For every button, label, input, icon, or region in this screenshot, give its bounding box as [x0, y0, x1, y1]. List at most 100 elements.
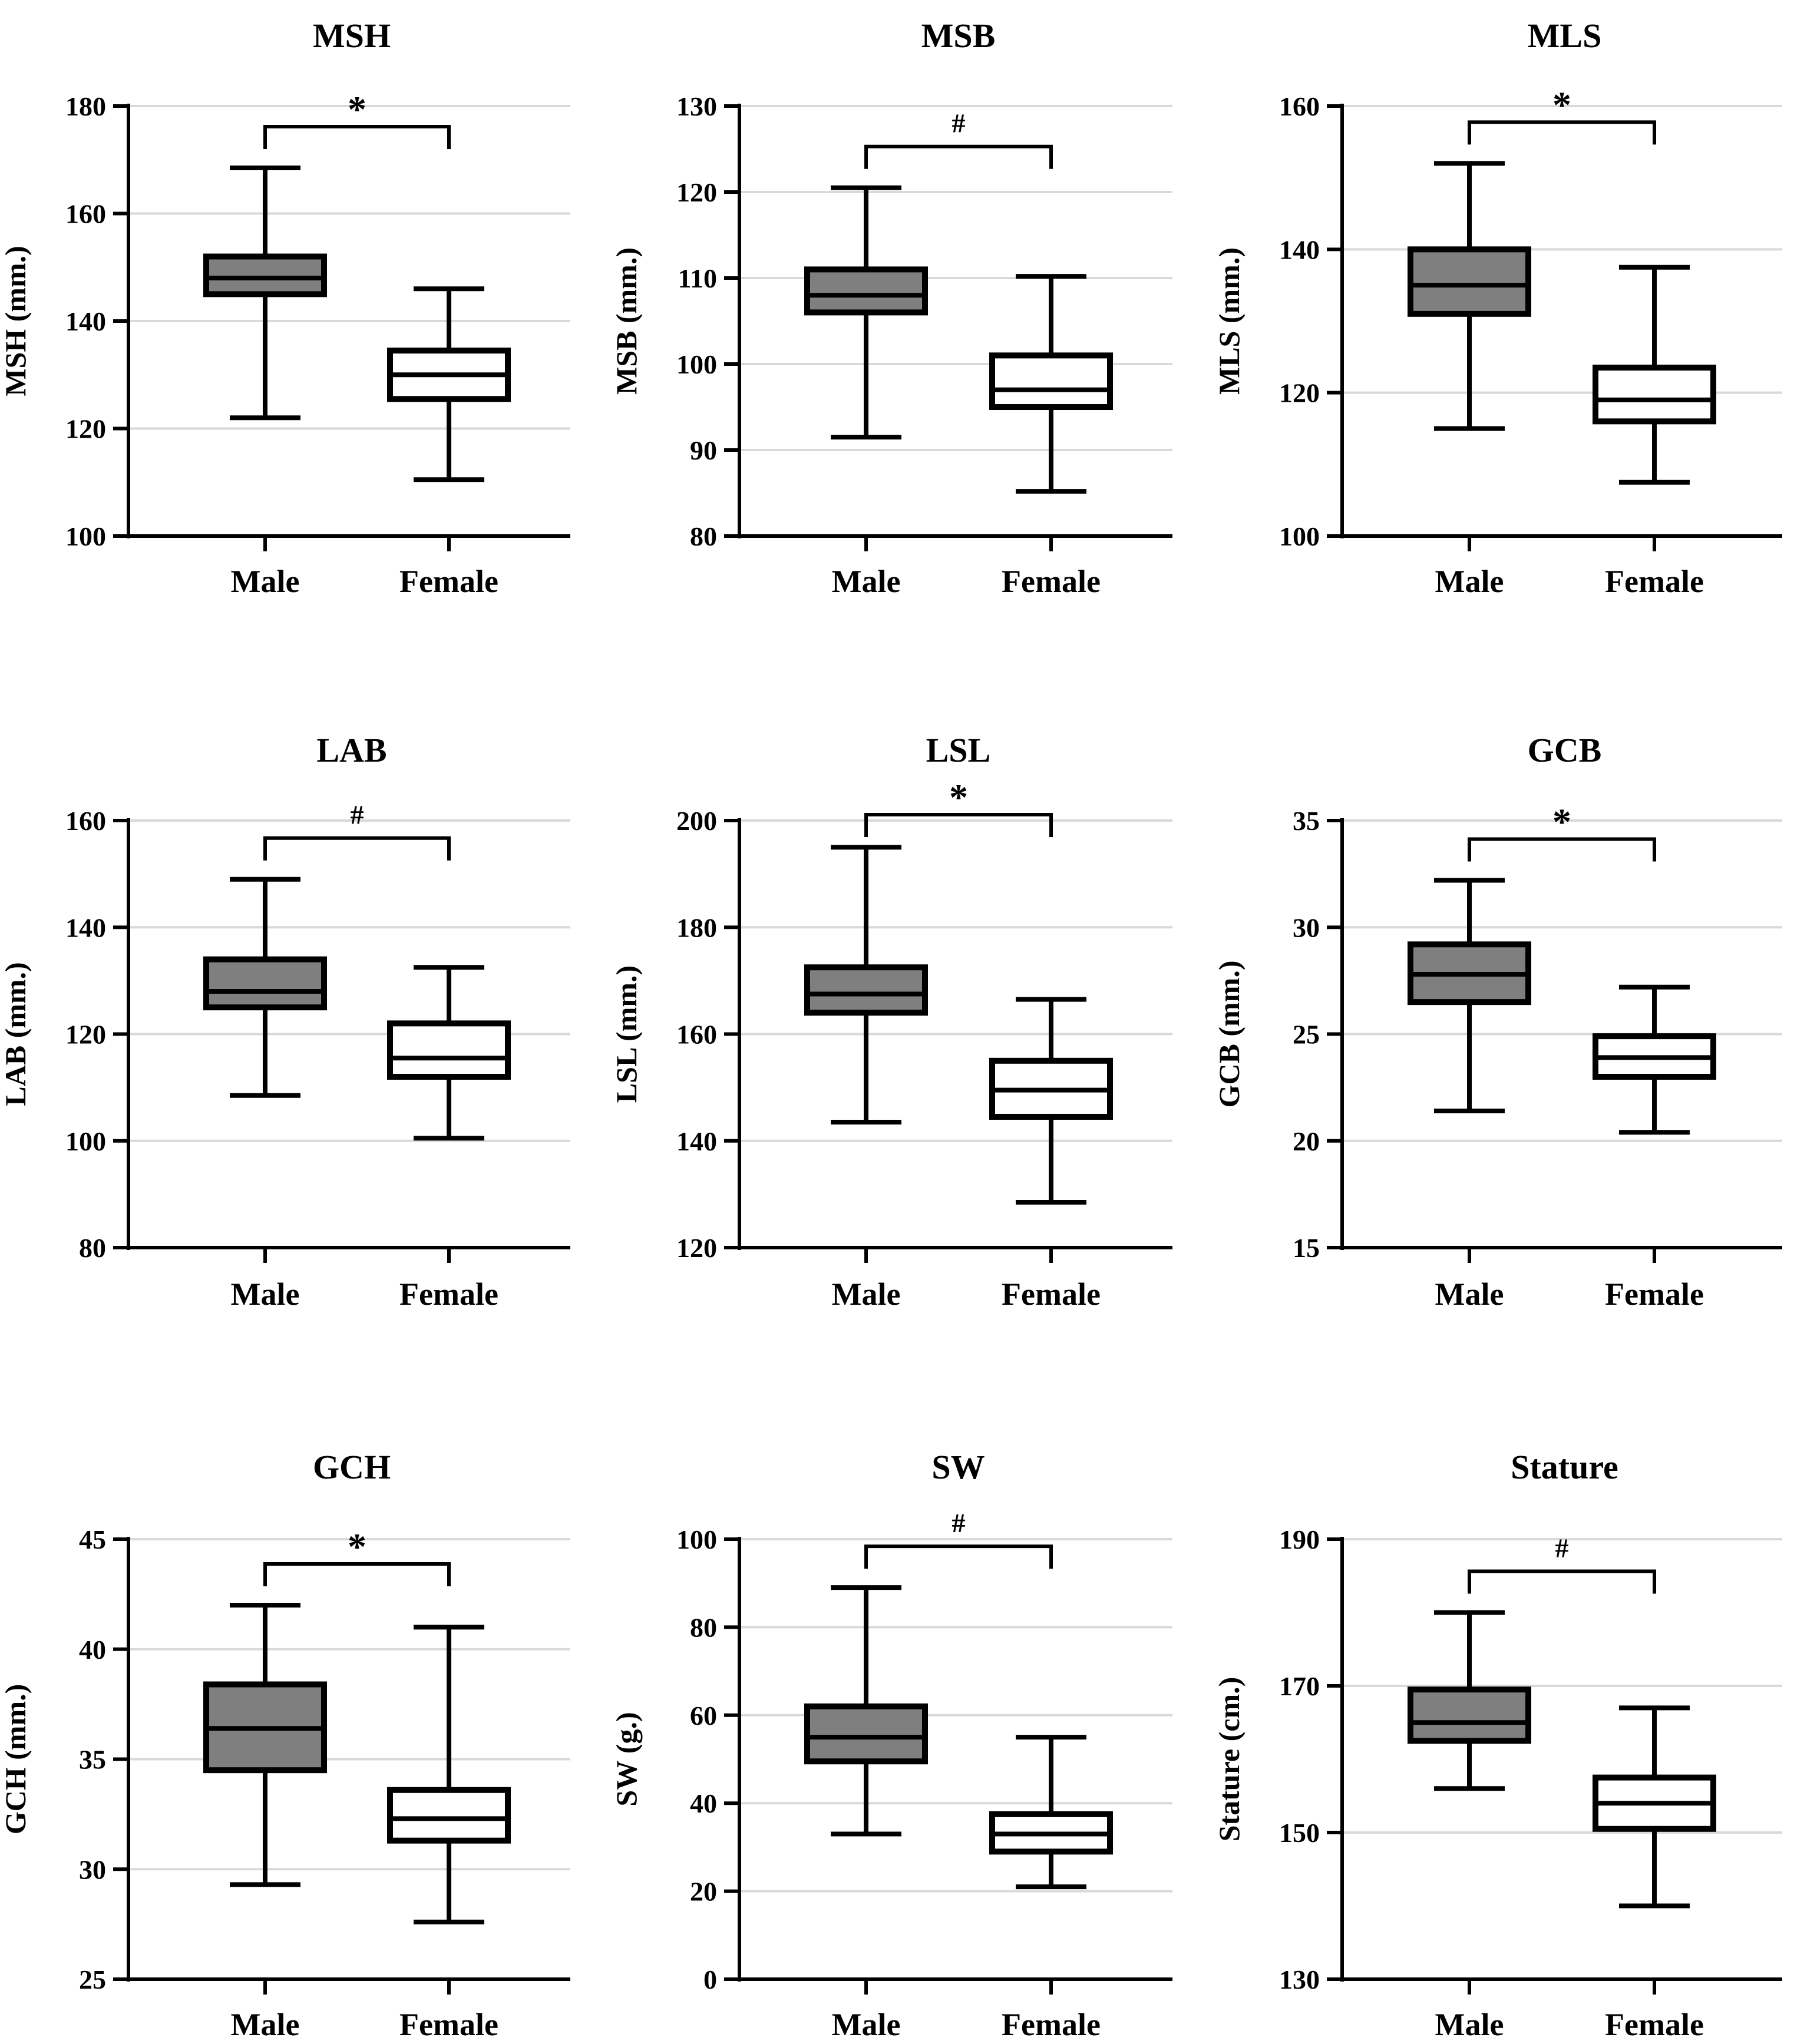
significance-bracket [263, 836, 451, 861]
boxplot-panel-msb: 80 90 100 110 120 130 Male Female MSB MSB (mm.) # [610, 16, 1172, 599]
boxplot-panel-lab: 80 100 120 140 160 Male Female LAB LAB (mm.) # [0, 731, 570, 1312]
boxplot-panel-mls: 100 120 140 160 Male Female MLS MLS (mm.) * [1213, 16, 1782, 599]
significance-bracket [864, 1544, 1053, 1569]
box-male [203, 165, 327, 421]
y-tick-label: 170 [1279, 1671, 1320, 1701]
y-tick-label: 35 [79, 1745, 106, 1775]
significance-marker: * [949, 776, 968, 818]
x-tick-label-female: Female [1002, 2007, 1101, 2042]
y-tick-label: 0 [703, 1964, 717, 1995]
boxplot-panel-gch: 25 30 35 40 45 Male Female GCH GCH (mm.) * [0, 1448, 570, 2042]
y-tick-label: 160 [1279, 91, 1320, 121]
significance-marker: # [351, 800, 364, 830]
x-tick-label-male: Male [231, 564, 300, 599]
significance-bracket [864, 813, 1053, 837]
significance-bracket [263, 1562, 451, 1587]
y-tick-label: 80 [79, 1233, 106, 1263]
iqr-box [203, 253, 327, 297]
y-tick-label: 120 [676, 1233, 717, 1263]
significance-marker: * [1552, 801, 1571, 843]
x-tick-label-female: Female [1605, 2007, 1704, 2042]
y-tick-label: 110 [678, 263, 717, 293]
iqr-box [804, 266, 928, 316]
y-tick-label: 20 [690, 1877, 717, 1907]
iqr-box [203, 956, 327, 1011]
box-male [1408, 1610, 1531, 1791]
y-tick-label: 100 [676, 349, 717, 379]
box-male [203, 1603, 327, 1887]
box-female [387, 965, 511, 1141]
x-tick-label-female: Female [399, 1276, 498, 1312]
y-axis-label: LSL (mm.) [610, 965, 643, 1103]
y-axis-label: SW (g.) [610, 1712, 643, 1806]
y-tick-label: 30 [1293, 912, 1320, 942]
x-tick-label-male: Male [1435, 2007, 1504, 2042]
y-tick-label: 25 [79, 1964, 106, 1995]
significance-marker: * [348, 88, 366, 130]
y-tick-label: 100 [65, 1126, 106, 1156]
box-female [989, 997, 1113, 1205]
y-tick-label: 140 [676, 1126, 717, 1156]
y-tick-label: 80 [690, 521, 717, 551]
boxplot-panel-lsl: 120 140 160 180 200 Male Female LSL LSL (mm.) * [610, 731, 1172, 1312]
significance-marker: * [348, 1526, 366, 1567]
y-tick-label: 120 [676, 177, 717, 207]
y-tick-label: 120 [65, 1020, 106, 1050]
x-tick-label-male: Male [832, 2007, 901, 2042]
y-tick-label: 130 [1279, 1964, 1320, 1995]
chart-title: MLS [1528, 16, 1602, 55]
box-female [1593, 1705, 1716, 1909]
chart-title: MSB [921, 16, 996, 55]
chart-title: SW [931, 1448, 985, 1486]
significance-bracket [1468, 120, 1656, 145]
significance-bracket [263, 124, 451, 149]
y-tick-label: 180 [676, 912, 717, 942]
y-tick-label: 140 [1279, 234, 1320, 264]
y-tick-label: 20 [1293, 1126, 1320, 1156]
significance-marker: # [952, 1508, 966, 1538]
y-tick-label: 45 [79, 1524, 106, 1555]
box-female [989, 1735, 1113, 1890]
significance-bracket [1468, 1569, 1656, 1594]
y-tick-label: 140 [65, 306, 106, 336]
chart-title: Stature [1511, 1448, 1618, 1486]
chart-title: LSL [926, 731, 991, 769]
y-tick-label: 15 [1293, 1233, 1320, 1263]
box-female [1593, 264, 1716, 485]
y-axis-label: MSB (mm.) [610, 247, 643, 395]
significance-bracket [1468, 837, 1656, 862]
significance-marker: * [1552, 84, 1571, 125]
iqr-box [804, 964, 928, 1016]
x-tick-label-male: Male [231, 2007, 300, 2042]
y-axis-label: GCB (mm.) [1213, 961, 1246, 1108]
chart-title: MSH [313, 16, 391, 55]
y-tick-label: 120 [65, 414, 106, 444]
y-tick-label: 40 [690, 1788, 717, 1818]
box-female [989, 274, 1113, 494]
boxplot-panel-gcb: 15 20 25 30 35 Male Female GCB GCB (mm.) * [1213, 731, 1782, 1312]
y-axis-label: LAB (mm.) [0, 962, 32, 1106]
y-tick-label: 60 [690, 1701, 717, 1731]
iqr-box [1408, 246, 1531, 317]
chart-title: GCH [313, 1448, 391, 1486]
x-tick-label-male: Male [231, 1276, 300, 1312]
y-tick-label: 180 [65, 91, 106, 121]
y-tick-label: 130 [676, 91, 717, 121]
boxplot-panel-stature: 130 150 170 190 Male Female Stature Stature (cm… [1213, 1448, 1782, 2042]
y-tick-label: 200 [676, 806, 717, 836]
significance-marker: # [952, 108, 966, 138]
chart-title: LAB [316, 731, 386, 769]
x-tick-label-female: Female [1002, 1276, 1101, 1312]
y-tick-label: 100 [1279, 521, 1320, 551]
y-tick-label: 120 [1279, 378, 1320, 408]
significance-marker: # [1555, 1533, 1569, 1563]
x-tick-label-female: Female [399, 564, 498, 599]
iqr-box [387, 1020, 511, 1080]
box-male [804, 1585, 928, 1837]
y-axis-label: MSH (mm.) [0, 246, 32, 396]
y-axis-label: GCH (mm.) [0, 1684, 32, 1835]
x-tick-label-male: Male [832, 564, 901, 599]
box-male [804, 845, 928, 1125]
chart-title: GCB [1528, 731, 1602, 769]
